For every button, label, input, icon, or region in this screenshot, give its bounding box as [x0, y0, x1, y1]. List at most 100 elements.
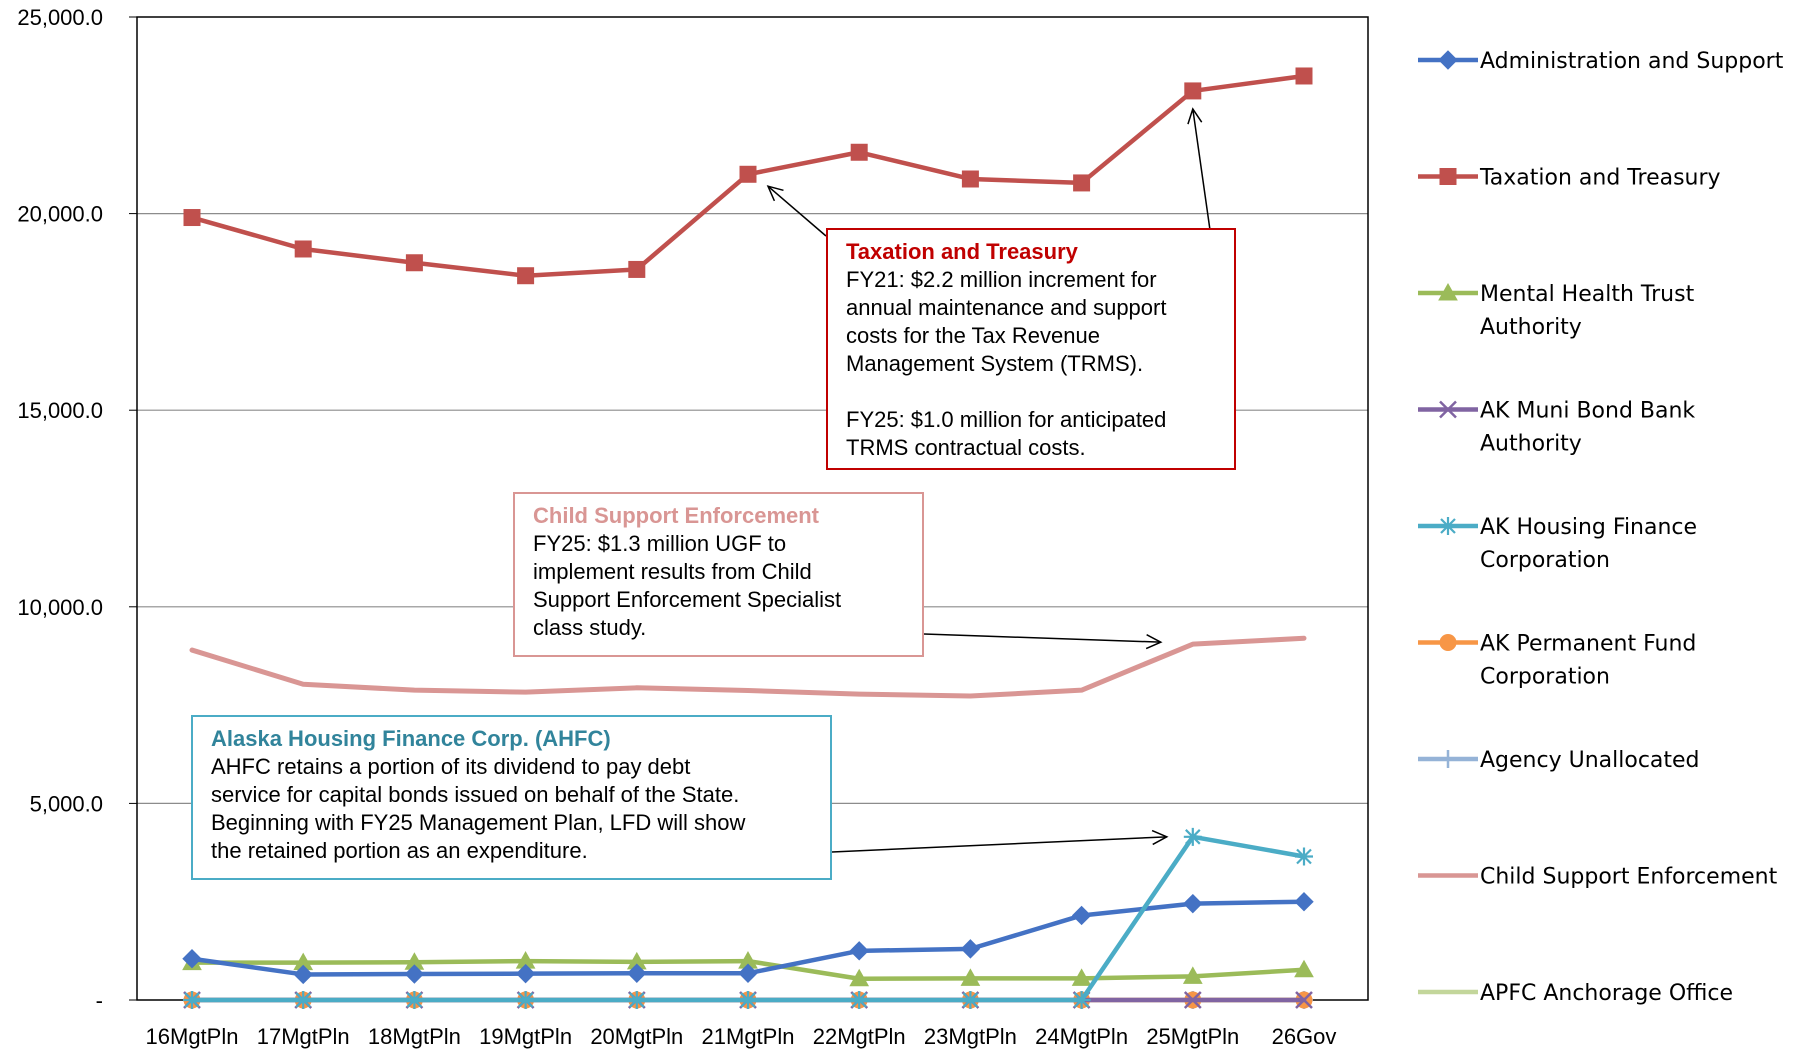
legend-label-3-1: Authority — [1480, 432, 1582, 457]
point-2-8 — [1071, 968, 1092, 986]
legend-marker-0 — [1438, 50, 1458, 70]
x-tick-label-5: 21MgtPln — [702, 1024, 795, 1049]
point-0-6 — [849, 941, 869, 961]
annotation-child-support: Child Support Enforcement FY25: $1.3 mil… — [513, 492, 924, 657]
point-0-1 — [293, 964, 313, 985]
legend-marker-3 — [1439, 400, 1457, 419]
point-1-7 — [961, 170, 979, 188]
point-1-6 — [850, 143, 868, 161]
point-4-0 — [183, 991, 201, 1009]
legend-item-4: AK Housing Finance Corporation — [1418, 515, 1697, 573]
x-tick-label-4: 20MgtPln — [590, 1024, 683, 1049]
point-3-9 — [1183, 991, 1202, 1009]
x-tick-label-8: 24MgtPln — [1035, 1024, 1128, 1049]
annotation-ahfc-line-3: the retained portion as an expenditure. — [211, 838, 588, 863]
x-tick-label-2: 18MgtPln — [368, 1024, 461, 1049]
legend-marker-6 — [1439, 750, 1457, 768]
y-tick-label-3: 15,000.0 — [17, 398, 103, 423]
arrow-taxation-fy21 — [766, 185, 827, 237]
point-1-4 — [628, 260, 646, 278]
y-axis-ticks: - 5,000.0 10,000.0 15,000.0 20,000.0 25,000.0 — [17, 5, 137, 1013]
arrow-ahfc — [831, 829, 1169, 853]
annotation-ahfc-title: Alaska Housing Finance Corp. (AHFC) — [211, 726, 611, 751]
legend-marker-2 — [1438, 282, 1458, 301]
point-1-8 — [1073, 174, 1091, 192]
point-1-2 — [405, 254, 423, 272]
legend-label-2-1: Authority — [1480, 315, 1582, 340]
legend-label-5-0: AK Permanent Fund — [1480, 632, 1696, 657]
point-4-7 — [961, 991, 980, 1009]
legend: Administration and Support Taxation and T… — [1418, 49, 1784, 1006]
legend-item-0: Administration and Support — [1418, 49, 1784, 74]
legend-item-8: APFC Anchorage Office — [1418, 981, 1733, 1006]
legend-item-5: AK Permanent Fund Corporation — [1418, 632, 1696, 690]
series-0 — [182, 891, 1314, 985]
annotation-taxation-line-4 — [846, 378, 1216, 406]
point-2-6 — [849, 968, 870, 987]
point-0-10 — [1294, 891, 1314, 912]
annotation-ahfc-line-0: AHFC retains a portion of its dividend t… — [211, 754, 691, 779]
annotation-taxation-line-6: TRMS contractual costs. — [846, 435, 1086, 460]
annotation-arrows — [766, 107, 1211, 853]
point-1-3 — [517, 267, 535, 285]
legend-marker-4 — [1439, 517, 1457, 535]
point-1-1 — [294, 240, 312, 258]
legend-label-3-0: AK Muni Bond Bank — [1480, 399, 1695, 424]
x-axis-ticks: 16MgtPln 17MgtPln 18MgtPln 19MgtPln 20MgtPln… — [146, 1024, 1337, 1049]
legend-label-1-0: Taxation and Treasury — [1479, 166, 1721, 191]
arrow-child-support — [923, 633, 1163, 650]
annotation-ahfc-line-1: service for capital bonds issued on beha… — [211, 782, 740, 807]
point-0-4 — [627, 963, 647, 983]
point-0-9 — [1183, 893, 1203, 914]
point-4-5 — [739, 991, 757, 1009]
point-0-8 — [1071, 905, 1092, 926]
series-1 — [183, 67, 1313, 285]
y-tick-label-5: 25,000.0 — [17, 5, 103, 30]
point-4-10 — [1295, 847, 1313, 866]
point-2-10 — [1294, 959, 1314, 978]
annotation-child-support-line-0: FY25: $1.3 million UGF to — [533, 531, 787, 556]
x-tick-label-10: 26Gov — [1272, 1024, 1337, 1049]
y-tick-label-0: - — [96, 988, 103, 1013]
point-1-9 — [1184, 82, 1202, 100]
annotation-ahfc: Alaska Housing Finance Corp. (AHFC) AHFC… — [191, 715, 832, 880]
point-1-0 — [183, 209, 201, 227]
x-tick-label-7: 23MgtPln — [924, 1024, 1017, 1049]
legend-label-6-0: Agency Unallocated — [1480, 748, 1700, 773]
annotation-taxation-line-0: FY21: $2.2 million increment for — [846, 267, 1157, 292]
legend-label-2-0: Mental Health Trust — [1480, 282, 1695, 307]
x-tick-label-9: 25MgtPln — [1146, 1024, 1239, 1049]
series-7 — [189, 635, 1307, 699]
y-tick-label-1: 5,000.0 — [30, 791, 103, 816]
point-2-7 — [960, 968, 981, 986]
point-4-2 — [405, 991, 424, 1009]
legend-label-4-1: Corporation — [1480, 548, 1610, 573]
y-tick-label-4: 20,000.0 — [17, 202, 103, 227]
legend-marker-5 — [1439, 634, 1457, 651]
annotation-ahfc-line-2: Beginning with FY25 Management Plan, LFD… — [211, 810, 746, 835]
point-0-2 — [404, 964, 425, 984]
point-1-10 — [1295, 67, 1313, 85]
x-tick-label-0: 16MgtPln — [146, 1024, 239, 1049]
point-4-9 — [1183, 827, 1202, 846]
annotation-taxation: Taxation and Treasury FY21: $2.2 million… — [826, 228, 1236, 470]
point-1-5 — [739, 165, 757, 183]
legend-item-2: Mental Health Trust Authority — [1418, 282, 1695, 340]
annotation-child-support-line-2: Support Enforcement Specialist — [533, 587, 842, 612]
x-tick-label-6: 22MgtPln — [813, 1024, 906, 1049]
annotation-child-support-title: Child Support Enforcement — [533, 503, 819, 528]
annotation-taxation-line-1: annual maintenance and support — [846, 295, 1167, 320]
series-4 — [183, 827, 1313, 1009]
arrow-taxation-fy25 — [1187, 107, 1211, 231]
legend-marker-1 — [1439, 168, 1457, 185]
annotation-taxation-line-5: FY25: $1.0 million for anticipated — [846, 407, 1167, 432]
point-4-4 — [627, 991, 646, 1009]
legend-label-8-0: APFC Anchorage Office — [1480, 981, 1733, 1006]
annotation-child-support-line-1: implement results from Child — [533, 559, 812, 584]
series-2 — [182, 951, 1314, 987]
legend-label-7-0: Child Support Enforcement — [1480, 865, 1778, 890]
point-2-9 — [1182, 966, 1203, 984]
annotation-taxation-title: Taxation and Treasury — [846, 239, 1078, 264]
point-4-3 — [516, 991, 535, 1009]
